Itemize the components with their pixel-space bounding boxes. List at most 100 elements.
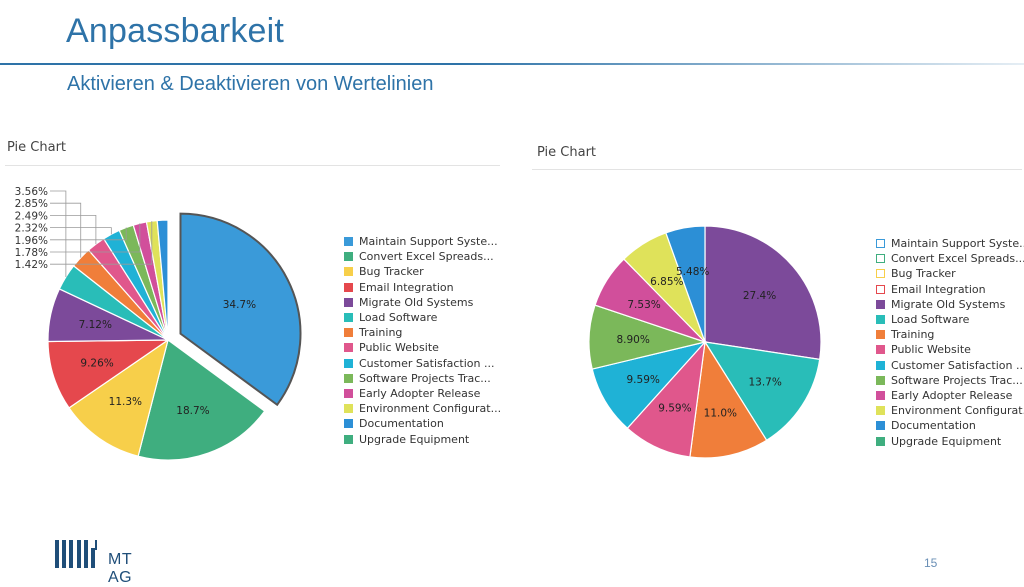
- legend-item-training[interactable]: Training: [876, 327, 1024, 342]
- legend-swatch-icon: [344, 252, 353, 262]
- slide-title: Anpassbarkeit: [66, 12, 285, 50]
- leader-line-early-adopter-release: [50, 223, 141, 253]
- legend-swatch-icon: [876, 390, 885, 400]
- leader-line-environment-configurat: [50, 221, 153, 265]
- legend-item-migrate-old-systems[interactable]: Migrate Old Systems: [344, 295, 501, 310]
- legend-swatch-icon: [876, 436, 885, 446]
- legend-swatch-icon: [876, 269, 885, 279]
- data-label-documentation: 5.48%: [676, 266, 709, 278]
- pie-slice-maintain-support-syste[interactable]: [179, 212, 302, 407]
- title-divider: [0, 63, 1024, 65]
- legend-item-migrate-old-systems[interactable]: Migrate Old Systems: [876, 297, 1024, 312]
- pie-slice-migrate-old-systems[interactable]: [704, 225, 822, 361]
- data-label-load-software: 3.56%: [15, 186, 48, 198]
- legend-swatch-icon: [876, 345, 885, 355]
- legend-swatch-icon: [344, 358, 353, 368]
- legend-swatch-icon: [344, 343, 353, 353]
- legend-label: Migrate Old Systems: [891, 297, 1006, 311]
- legend-swatch-icon: [344, 282, 353, 292]
- legend-swatch-icon: [344, 237, 353, 247]
- legend-item-email-integration[interactable]: Email Integration: [876, 282, 1024, 297]
- legend-label: Email Integration: [359, 280, 454, 294]
- legend-item-early-adopter-release[interactable]: Early Adopter Release: [876, 388, 1024, 403]
- pie-slice-bug-tracker[interactable]: [68, 338, 169, 457]
- chart-legend-right: Maintain Support Syste... Convert Excel S…: [876, 236, 1024, 449]
- legend-label: Environment Configurat...: [359, 402, 502, 416]
- legend-swatch-icon: [344, 373, 353, 383]
- legend-label: Email Integration: [891, 282, 986, 296]
- leader-line-public-website: [50, 215, 97, 245]
- legend-swatch-icon: [344, 313, 353, 323]
- legend-swatch-icon: [344, 388, 353, 398]
- legend-label: Software Projects Trac...: [891, 373, 1023, 387]
- data-label-environment-configurat: 1.42%: [15, 259, 48, 271]
- legend-item-software-projects-trac[interactable]: Software Projects Trac...: [876, 373, 1024, 388]
- legend-swatch-icon: [876, 406, 885, 416]
- legend-item-load-software[interactable]: Load Software: [876, 312, 1024, 327]
- legend-swatch-icon: [876, 284, 885, 294]
- data-label-customer-satisfaction: 9.59%: [627, 374, 660, 386]
- chart-legend-left: Maintain Support Syste... Convert Excel S…: [344, 234, 501, 447]
- legend-swatch-icon: [344, 267, 353, 277]
- legend-item-bug-tracker[interactable]: Bug Tracker: [344, 264, 501, 279]
- pie-chart-panel-right: Pie Chart 27.4% 13.7% 11.0% 9.59% 9.59% 8.90%…: [530, 135, 1024, 480]
- data-label-public-website: 2.49%: [15, 210, 48, 222]
- legend-label: Maintain Support Syste...: [891, 237, 1024, 251]
- pie-slice-documentation[interactable]: [665, 225, 706, 343]
- legend-swatch-icon: [344, 297, 353, 307]
- legend-swatch-icon: [876, 421, 885, 431]
- legend-item-public-website[interactable]: Public Website: [344, 340, 501, 355]
- legend-item-email-integration[interactable]: Email Integration: [344, 280, 501, 295]
- legend-item-bug-tracker[interactable]: Bug Tracker: [876, 266, 1024, 281]
- legend-item-upgrade-equipment[interactable]: Upgrade Equipment: [876, 433, 1024, 448]
- legend-item-environment-configurat[interactable]: Environment Configurat...: [344, 401, 501, 416]
- data-label-convert-excel-spreads: 18.7%: [176, 405, 209, 417]
- data-label-migrate-old-systems: 27.4%: [743, 290, 776, 302]
- leader-line-load-software: [50, 190, 67, 277]
- data-label-training: 11.0%: [704, 407, 737, 419]
- data-label-customer-satisfaction: 2.32%: [15, 223, 48, 235]
- legend-label: Upgrade Equipment: [359, 432, 470, 446]
- legend-label: Public Website: [359, 341, 439, 355]
- data-label-early-adopter-release: 1.78%: [15, 247, 48, 259]
- legend-item-convert-excel-spreads[interactable]: Convert Excel Spreads...: [876, 251, 1024, 266]
- legend-item-documentation[interactable]: Documentation: [876, 418, 1024, 433]
- pie-slice-convert-excel-spreads[interactable]: [137, 338, 266, 461]
- legend-item-maintain-support-syste[interactable]: Maintain Support Syste...: [344, 234, 501, 249]
- legend-item-convert-excel-spreads[interactable]: Convert Excel Spreads...: [344, 249, 501, 264]
- pie-chart-panel-left: Pie Chart 34.7% 18.7% 11.3% 9.26% 7.12% 3.56%…: [0, 130, 510, 475]
- pie-slice-load-software[interactable]: [703, 341, 821, 442]
- pie-chart-left: 34.7% 18.7% 11.3% 9.26% 7.12% 3.56%2.85%2.49%…: [15, 186, 302, 461]
- legend-label: Training: [891, 328, 935, 342]
- legend-label: Software Projects Trac...: [359, 371, 491, 385]
- data-label-public-website: 9.59%: [658, 402, 691, 414]
- legend-label: Customer Satisfaction ...: [359, 356, 495, 370]
- legend-item-early-adopter-release[interactable]: Early Adopter Release: [344, 386, 501, 401]
- legend-item-upgrade-equipment[interactable]: Upgrade Equipment: [344, 431, 501, 446]
- legend-item-documentation[interactable]: Documentation: [344, 416, 501, 431]
- legend-item-software-projects-trac[interactable]: Software Projects Trac...: [344, 371, 501, 386]
- logo-text: MT AG: [108, 551, 133, 586]
- legend-swatch-icon: [344, 434, 353, 444]
- legend-item-load-software[interactable]: Load Software: [344, 310, 501, 325]
- slide-subtitle: Aktivieren & Deaktivieren von Wertelinie…: [67, 73, 434, 95]
- legend-swatch-icon: [876, 330, 885, 340]
- data-label-maintain-support-syste: 34.7%: [223, 299, 256, 311]
- legend-item-maintain-support-syste[interactable]: Maintain Support Syste...: [876, 236, 1024, 251]
- legend-item-public-website[interactable]: Public Website: [876, 342, 1024, 357]
- legend-item-customer-satisfaction[interactable]: Customer Satisfaction ...: [876, 358, 1024, 373]
- legend-item-customer-satisfaction[interactable]: Customer Satisfaction ...: [344, 356, 501, 371]
- pie-slice-documentation[interactable]: [156, 219, 169, 341]
- legend-item-environment-configurat[interactable]: Environment Configurat...: [876, 403, 1024, 418]
- data-label-training: 2.85%: [15, 198, 48, 210]
- data-label-email-integration: 9.26%: [80, 357, 113, 369]
- legend-item-training[interactable]: Training: [344, 325, 501, 340]
- data-label-migrate-old-systems: 7.12%: [79, 319, 112, 331]
- pie-slice-training[interactable]: [689, 340, 768, 459]
- legend-swatch-icon: [876, 360, 885, 370]
- legend-swatch-icon: [344, 328, 353, 338]
- legend-swatch-icon: [344, 404, 353, 414]
- legend-label: Convert Excel Spreads...: [359, 250, 494, 264]
- legend-label: Training: [359, 326, 403, 340]
- data-label-early-adopter-release: 7.53%: [627, 299, 660, 311]
